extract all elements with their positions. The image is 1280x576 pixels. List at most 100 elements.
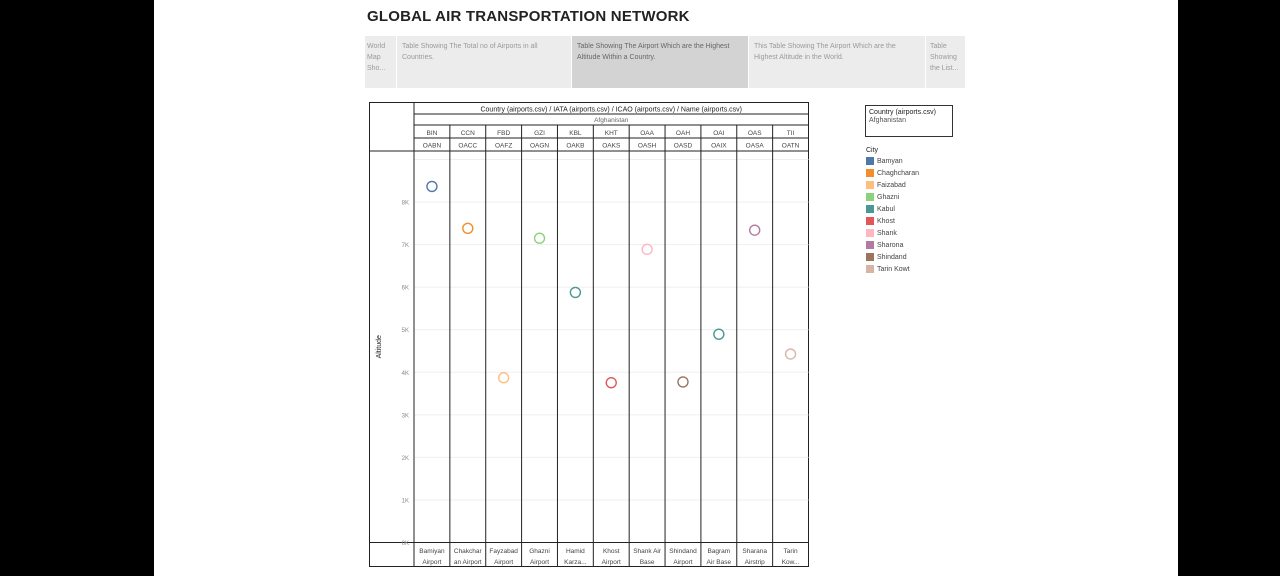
data-point xyxy=(569,286,582,299)
airport-name-line1: Hamid xyxy=(566,548,585,555)
icao-label: OATN xyxy=(782,143,800,150)
legend-swatch xyxy=(866,253,874,261)
y-tick-label: 6K xyxy=(402,286,409,292)
iata-label: TII xyxy=(787,130,795,137)
airport-name-line1: Shank Air xyxy=(633,548,662,555)
page-title: GLOBAL AIR TRANSPORTATION NETWORK xyxy=(367,8,690,25)
airport-name-line2: Air Base xyxy=(707,559,732,566)
y-tick-label: 4K xyxy=(402,371,409,377)
data-point xyxy=(677,376,689,388)
airport-name-line1: Ghazni xyxy=(529,548,550,555)
icao-label: OAFZ xyxy=(495,143,512,150)
legend-swatch xyxy=(866,157,874,165)
header-title: Country (airports.csv) / IATA (airports.… xyxy=(480,107,742,114)
data-point xyxy=(462,222,474,235)
tab-total-airports[interactable]: Table Showing The Total no of Airports i… xyxy=(397,36,571,88)
tab-list[interactable]: Table Showing the List... xyxy=(926,36,965,88)
y-tick-label: 0K xyxy=(402,541,409,547)
legend-item[interactable]: Shank xyxy=(866,229,897,239)
airport-name-line1: Khost xyxy=(603,548,620,555)
data-point xyxy=(426,180,438,193)
tab-world-map[interactable]: World Map Sho... xyxy=(365,36,396,88)
legend-swatch xyxy=(866,265,874,273)
data-point xyxy=(497,372,510,384)
airport-name-line1: Sharana xyxy=(742,548,767,555)
iata-label: KHT xyxy=(605,130,618,137)
tab-highest-altitude-country[interactable]: Table Showing The Airport Which are the … xyxy=(572,36,748,88)
chart-frame xyxy=(369,102,809,567)
airport-name-line2: Airstrip xyxy=(745,559,766,566)
y-tick-label: 3K xyxy=(402,413,409,419)
iata-label: FBD xyxy=(497,130,510,137)
iata-label: BIN xyxy=(427,130,438,137)
airport-name-line2: Airport xyxy=(673,559,692,566)
data-point xyxy=(713,328,725,340)
legend-item[interactable]: Chaghcharan xyxy=(866,169,919,179)
tab-highest-altitude-world[interactable]: This Table Showing The Airport Which are… xyxy=(749,36,925,88)
airport-name-line2: an Airport xyxy=(454,559,482,566)
data-point xyxy=(533,232,546,244)
legend-item[interactable]: Shindand xyxy=(866,253,907,263)
data-point xyxy=(784,348,797,360)
iata-label: CCN xyxy=(461,130,475,137)
airport-name-line2: Airport xyxy=(494,559,513,566)
country-filter-label: Country (airports.csv) xyxy=(869,109,936,116)
icao-label: OABN xyxy=(423,143,442,150)
airport-name-line2: Airport xyxy=(530,559,549,566)
airport-name-line2: Karza... xyxy=(564,559,587,566)
airport-name-line2: Airport xyxy=(602,559,621,566)
airport-name-line2: Airport xyxy=(422,559,441,566)
legend-item[interactable]: Khost xyxy=(866,217,895,227)
legend-swatch xyxy=(866,241,874,249)
iata-label: OAA xyxy=(640,130,654,137)
legend-item[interactable]: Bamyan xyxy=(866,157,903,167)
icao-label: OASA xyxy=(746,143,765,150)
y-tick-label: 7K xyxy=(402,243,409,249)
icao-label: OACC xyxy=(458,143,477,150)
iata-label: KBL xyxy=(569,130,582,137)
legend-swatch xyxy=(866,205,874,213)
legend-item[interactable]: Tarin Kowt xyxy=(866,265,910,275)
legend-swatch xyxy=(866,181,874,189)
airport-name-line1: Bagram xyxy=(707,548,730,555)
altitude-chart: Country (airports.csv) / IATA (airports.… xyxy=(369,102,809,567)
legend-item[interactable]: Sharona xyxy=(866,241,903,251)
legend-swatch xyxy=(866,229,874,237)
airport-name-line1: Chakchar xyxy=(454,548,483,555)
icao-label: OAGN xyxy=(530,143,549,150)
legend-swatch xyxy=(866,169,874,177)
data-point xyxy=(641,243,653,256)
iata-label: OAH xyxy=(676,130,690,137)
legend-item[interactable]: Ghazni xyxy=(866,193,899,203)
data-point xyxy=(749,224,761,236)
y-tick-label: 2K xyxy=(402,456,409,462)
story-tabs: World Map Sho... Table Showing The Total… xyxy=(365,36,965,88)
y-tick-label: 8K xyxy=(402,201,409,207)
country-filter-value: Afghanistan xyxy=(869,117,906,124)
iata-label: OAS xyxy=(748,130,762,137)
icao-label: OAKB xyxy=(566,143,584,150)
airport-name-line1: Fayzabad xyxy=(489,548,518,555)
airport-name-line1: Shindand xyxy=(669,548,697,555)
y-tick-label: 1K xyxy=(402,498,409,504)
airport-name-line1: Bamiyan xyxy=(419,548,445,555)
legend-swatch xyxy=(866,217,874,225)
country-filter[interactable]: Country (airports.csv) Afghanistan xyxy=(865,105,953,137)
legend-item[interactable]: Kabul xyxy=(866,205,895,215)
legend-item[interactable]: Faizabad xyxy=(866,181,906,191)
icao-label: OAKS xyxy=(602,143,621,150)
legend-title: City xyxy=(866,147,879,154)
icao-label: OAIX xyxy=(711,143,727,150)
iata-label: OAI xyxy=(713,130,724,137)
airport-name-line2: Kow... xyxy=(782,559,800,566)
country-header: Afghanistan xyxy=(594,117,629,124)
legend-swatch xyxy=(866,193,874,201)
iata-label: GZI xyxy=(534,130,545,137)
icao-label: OASD xyxy=(674,143,693,150)
icao-label: OASH xyxy=(638,143,657,150)
dashboard-page: GLOBAL AIR TRANSPORTATION NETWORK World … xyxy=(154,0,1178,576)
y-tick-label: 5K xyxy=(402,328,409,334)
airport-name-line2: Base xyxy=(640,559,655,566)
y-axis-label: Altitude xyxy=(376,335,383,358)
data-point xyxy=(605,376,617,389)
